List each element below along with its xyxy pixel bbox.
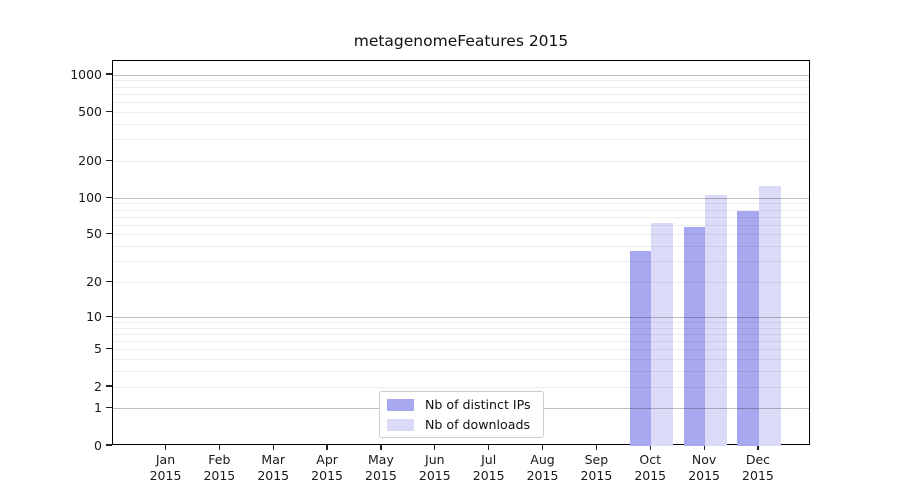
y-tick-label: 50 xyxy=(86,226,102,242)
y-tick-mark xyxy=(106,444,112,446)
x-tick-year: 2015 xyxy=(311,467,343,483)
x-tick-month: Dec xyxy=(745,452,771,467)
x-tick-year: 2015 xyxy=(742,467,774,483)
x-tick-label: Oct 2015 xyxy=(622,452,678,483)
x-tick-mark xyxy=(488,445,490,450)
x-tick-month: Mar xyxy=(261,452,286,467)
legend-item-distinct-ips: Nb of distinct IPs xyxy=(387,397,543,412)
y-tick-label: 100 xyxy=(78,189,102,205)
x-tick-year: 2015 xyxy=(526,467,559,483)
x-tick-year: 2015 xyxy=(688,467,720,483)
x-tick-month: Sep xyxy=(584,452,609,467)
chart-title: metagenomeFeatures 2015 xyxy=(353,32,569,50)
y-tick-label: 1 xyxy=(94,400,102,416)
bar-distinct-ips-10 xyxy=(683,227,706,446)
x-tick-month: Feb xyxy=(208,452,231,467)
x-tick-label: Sep 2015 xyxy=(568,452,624,483)
x-tick-month: Apr xyxy=(316,452,338,467)
y-tick-mark xyxy=(106,73,112,75)
y-tick-mark xyxy=(106,233,112,235)
y-tick-mark xyxy=(106,280,112,283)
x-tick-month: May xyxy=(368,452,394,467)
x-tick-label: Aug 2015 xyxy=(515,452,571,483)
y-tick-label: 200 xyxy=(78,152,102,168)
x-tick-mark xyxy=(541,445,544,450)
x-tick-mark xyxy=(703,445,705,450)
y-tick-label: 5 xyxy=(94,341,102,357)
x-tick-mark xyxy=(164,445,167,450)
x-tick-month: Nov xyxy=(691,452,717,467)
x-tick-month: Aug xyxy=(530,452,555,467)
x-tick-mark xyxy=(380,445,382,450)
x-tick-year: 2015 xyxy=(149,467,182,483)
x-tick-mark xyxy=(649,445,651,450)
y-tick-mark xyxy=(106,385,112,387)
x-tick-label: Mar 2015 xyxy=(245,452,301,483)
x-tick-year: 2015 xyxy=(580,467,613,483)
x-tick-month: Oct xyxy=(639,452,662,467)
x-tick-year: 2015 xyxy=(418,467,451,483)
legend-label-distinct-ips: Nb of distinct IPs xyxy=(425,397,531,412)
y-tick-mark xyxy=(106,196,112,198)
x-tick-month: Jun xyxy=(425,452,445,467)
bar-distinct-ips-11 xyxy=(737,210,759,446)
y-tick-mark xyxy=(106,348,112,350)
x-tick-year: 2015 xyxy=(203,467,236,483)
y-tick-mark xyxy=(106,315,112,317)
bars-layer xyxy=(113,61,809,446)
x-tick-label: Jan 2015 xyxy=(138,452,194,483)
x-tick-mark xyxy=(757,445,759,450)
plot-area xyxy=(112,60,810,446)
bar-downloads-10 xyxy=(705,195,727,446)
y-tick-label: 500 xyxy=(78,103,102,119)
y-tick-label: 2 xyxy=(94,378,102,394)
legend-label-downloads: Nb of downloads xyxy=(425,417,531,432)
x-tick-label: May 2015 xyxy=(353,452,409,483)
y-tick-label: 1000 xyxy=(70,66,102,82)
x-tick-month: Jul xyxy=(481,452,497,467)
x-tick-label: Feb 2015 xyxy=(191,452,247,483)
bar-distinct-ips-9 xyxy=(629,250,652,446)
bar-downloads-9 xyxy=(651,222,673,446)
x-tick-year: 2015 xyxy=(472,467,505,483)
x-tick-year: 2015 xyxy=(365,467,397,483)
legend-swatch-downloads xyxy=(387,418,414,431)
x-tick-mark xyxy=(434,445,436,450)
y-tick-label: 10 xyxy=(86,308,102,324)
x-tick-mark xyxy=(595,445,597,450)
x-tick-mark xyxy=(218,445,220,450)
x-tick-label: Nov 2015 xyxy=(676,452,732,483)
y-tick-mark xyxy=(106,407,112,409)
x-tick-mark xyxy=(326,445,328,450)
legend-item-downloads: Nb of downloads xyxy=(387,417,543,432)
y-tick-label: 20 xyxy=(86,274,102,290)
y-tick-mark xyxy=(106,110,112,112)
x-tick-year: 2015 xyxy=(257,467,290,483)
x-tick-label: Jun 2015 xyxy=(407,452,463,483)
x-tick-label: Apr 2015 xyxy=(299,452,355,483)
x-tick-mark xyxy=(272,445,274,450)
legend: Nb of distinct IPs Nb of downloads xyxy=(379,391,544,438)
x-tick-label: Jul 2015 xyxy=(461,452,517,483)
legend-swatch-distinct-ips xyxy=(387,398,414,411)
bar-downloads-11 xyxy=(758,186,781,446)
y-tick-label: 0 xyxy=(94,437,102,453)
y-tick-mark xyxy=(106,159,112,161)
x-tick-label: Dec 2015 xyxy=(730,452,786,483)
x-tick-month: Jan xyxy=(155,452,176,467)
x-tick-year: 2015 xyxy=(634,467,667,483)
